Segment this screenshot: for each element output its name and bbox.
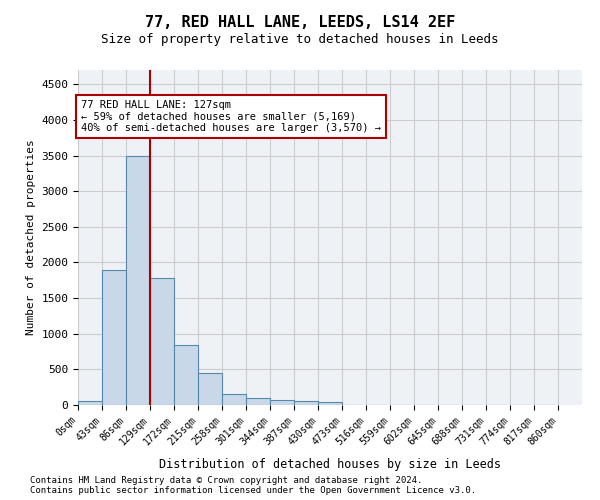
Bar: [318, 402, 342, 405]
Bar: [150, 278, 174, 405]
Y-axis label: Number of detached properties: Number of detached properties: [26, 140, 36, 336]
Text: 77 RED HALL LANE: 127sqm
← 59% of detached houses are smaller (5,169)
40% of sem: 77 RED HALL LANE: 127sqm ← 59% of detach…: [81, 100, 381, 133]
Text: 77, RED HALL LANE, LEEDS, LS14 2EF: 77, RED HALL LANE, LEEDS, LS14 2EF: [145, 15, 455, 30]
Bar: [270, 400, 294, 405]
Bar: [174, 345, 198, 405]
Bar: [102, 270, 126, 405]
Bar: [222, 394, 246, 405]
Text: Size of property relative to detached houses in Leeds: Size of property relative to detached ho…: [101, 32, 499, 46]
Bar: [126, 156, 150, 405]
X-axis label: Distribution of detached houses by size in Leeds: Distribution of detached houses by size …: [159, 458, 501, 471]
Bar: [294, 401, 318, 405]
Bar: [246, 398, 270, 405]
Bar: [78, 402, 102, 405]
Text: Contains HM Land Registry data © Crown copyright and database right 2024.
Contai: Contains HM Land Registry data © Crown c…: [30, 476, 476, 495]
Bar: [198, 373, 222, 405]
